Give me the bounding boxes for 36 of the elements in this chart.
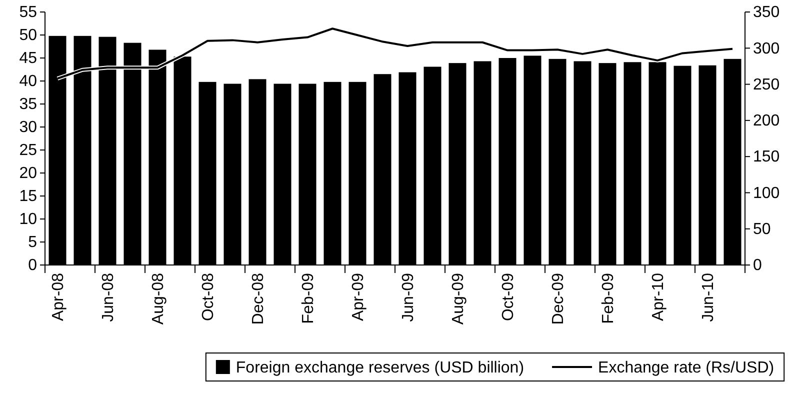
x-tick-label: Dec-09 [550, 272, 568, 325]
y-tick-label: 20 [19, 165, 38, 182]
x-tick-label: Oct-09 [500, 272, 518, 322]
y2-tick-label: 150 [753, 148, 780, 166]
x-tick-label: Jun-08 [100, 272, 118, 322]
x-tick-label: Jun-09 [400, 272, 418, 322]
y-tick-label: 25 [19, 142, 38, 160]
legend-label: Foreign exchange reserves (USD billion) [236, 360, 524, 377]
y2-tick-label: 250 [753, 76, 780, 94]
y-tick-label: 0 [28, 257, 38, 274]
x-tick-label: Feb-09 [300, 272, 318, 324]
x-tick-label: Aug-09 [450, 272, 468, 325]
y2-tick-label: 300 [753, 40, 780, 58]
legend-label: Exchange rate (Rs/USD) [598, 360, 774, 377]
x-tick-label: Apr-10 [650, 272, 668, 322]
y2-tick-label: 100 [753, 184, 780, 202]
y-tick-label: 35 [19, 96, 38, 114]
y-tick-label: 55 [19, 4, 38, 22]
y2-tick-label: 50 [753, 220, 771, 238]
y2-tick-label: 350 [753, 4, 780, 22]
y-tick-label: 30 [19, 119, 38, 136]
x-tick-label: Apr-08 [50, 272, 68, 322]
y-tick-label: 10 [19, 211, 38, 228]
y2-tick-label: 200 [753, 112, 780, 130]
y-tick-label: 5 [28, 234, 38, 252]
y-tick-label: 50 [19, 27, 38, 44]
x-tick-label: Oct-08 [200, 272, 218, 322]
x-tick-label: Jun-10 [700, 272, 718, 322]
y-tick-label: 45 [19, 50, 38, 68]
y2-tick-label: 0 [753, 257, 762, 274]
x-tick-label: Dec-08 [250, 272, 268, 325]
x-tick-label: Apr-09 [350, 272, 368, 322]
y-tick-label: 40 [19, 73, 38, 90]
y-tick-label: 15 [19, 188, 38, 206]
x-tick-label: Feb-09 [600, 272, 618, 324]
x-tick-label: Aug-08 [150, 272, 168, 325]
